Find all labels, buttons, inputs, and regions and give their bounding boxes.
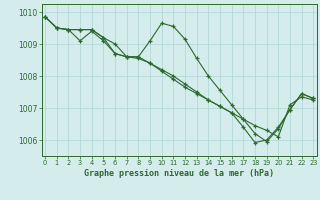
X-axis label: Graphe pression niveau de la mer (hPa): Graphe pression niveau de la mer (hPa): [84, 169, 274, 178]
